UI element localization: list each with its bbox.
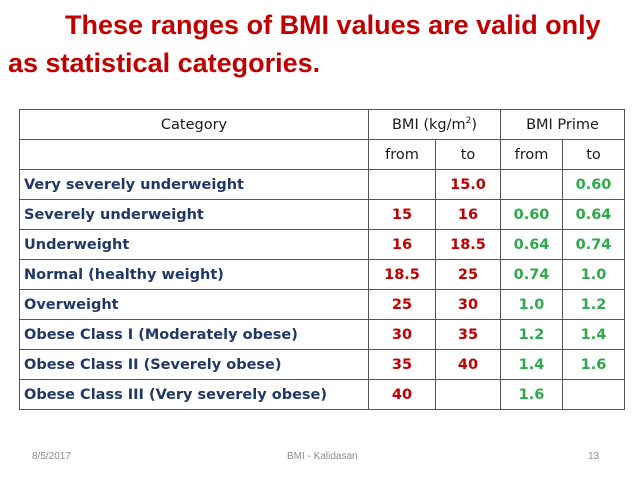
prime-to-cell: 1.0	[562, 259, 625, 290]
slide-title-line-2: as statistical categories.	[8, 48, 321, 78]
prime-to-cell: 1.4	[562, 319, 625, 350]
bmi-from-cell: 35	[368, 349, 436, 380]
bmi-from-cell: 25	[368, 289, 436, 320]
category-cell: Obese Class III (Very severely obese)	[19, 379, 369, 410]
bmi-header-suffix: )	[471, 116, 478, 133]
bmi-from-cell	[368, 169, 436, 200]
header-row: Category BMI (kg/m2) BMI Prime	[19, 109, 625, 140]
table-row: Obese Class III (Very severely obese) 40 1…	[19, 379, 625, 410]
bmi-to-header: to	[435, 139, 501, 170]
footer-center-text: BMI - Kalidasan	[287, 451, 358, 462]
prime-to-cell: 0.74	[562, 229, 625, 260]
table-row: Obese Class I (Moderately obese) 30 35 1.2 1…	[19, 319, 625, 350]
category-cell: Normal (healthy weight)	[19, 259, 369, 290]
bmi-to-cell	[435, 379, 501, 410]
bmi-header-superscript: 2	[465, 115, 472, 126]
slide-title-line-1: These ranges of BMI values are valid onl…	[65, 10, 601, 40]
category-cell: Overweight	[19, 289, 369, 320]
category-cell: Severely underweight	[19, 199, 369, 230]
bmi-from-cell: 16	[368, 229, 436, 260]
prime-to-cell: 0.60	[562, 169, 625, 200]
bmi-from-cell: 15	[368, 199, 436, 230]
bmi-header-prefix: BMI (kg/m	[391, 116, 466, 133]
category-cell: Underweight	[19, 229, 369, 260]
footer-date: 8/5/2017	[32, 451, 71, 462]
bmi-to-cell: 18.5	[435, 229, 501, 260]
prime-to-header: to	[562, 139, 625, 170]
table-row: Normal (healthy weight) 18.5 25 0.74 1.0	[19, 259, 625, 290]
bmi-to-cell: 35	[435, 319, 501, 350]
subheader-row: from to from to	[19, 139, 625, 170]
bmi-to-cell: 40	[435, 349, 501, 380]
table-row: Severely underweight 15 16 0.60 0.64	[19, 199, 625, 230]
category-cell: Very severely underweight	[19, 169, 369, 200]
prime-to-cell	[562, 379, 625, 410]
bmi-prime-header: BMI Prime	[500, 109, 625, 140]
bmi-to-cell: 30	[435, 289, 501, 320]
table-row: Overweight 25 30 1.0 1.2	[19, 289, 625, 320]
table-row: Obese Class II (Severely obese) 35 40 1.4 1.…	[19, 349, 625, 380]
table-row: Very severely underweight 15.0 0.60	[19, 169, 625, 200]
bmi-from-cell: 18.5	[368, 259, 436, 290]
category-cell: Obese Class I (Moderately obese)	[19, 319, 369, 350]
prime-from-cell	[500, 169, 563, 200]
bmi-header: BMI (kg/m2)	[368, 109, 501, 140]
bmi-from-header: from	[368, 139, 436, 170]
bmi-to-cell: 15.0	[435, 169, 501, 200]
prime-from-cell: 1.6	[500, 379, 563, 410]
prime-from-cell: 1.0	[500, 289, 563, 320]
category-header: Category	[19, 109, 369, 140]
bmi-from-cell: 30	[368, 319, 436, 350]
prime-from-header: from	[500, 139, 563, 170]
prime-from-cell: 1.2	[500, 319, 563, 350]
prime-from-cell: 0.74	[500, 259, 563, 290]
bmi-table: Category BMI (kg/m2) BMI Prime from to f…	[19, 109, 625, 410]
slide-title: These ranges of BMI values are valid onl…	[8, 6, 628, 82]
prime-to-cell: 0.64	[562, 199, 625, 230]
table-row: Underweight 16 18.5 0.64 0.74	[19, 229, 625, 260]
prime-to-cell: 1.2	[562, 289, 625, 320]
prime-from-cell: 0.64	[500, 229, 563, 260]
bmi-to-cell: 25	[435, 259, 501, 290]
category-cell: Obese Class II (Severely obese)	[19, 349, 369, 380]
footer-page-number: 13	[588, 451, 600, 462]
subheader-empty-cell	[19, 139, 369, 170]
prime-to-cell: 1.6	[562, 349, 625, 380]
prime-from-cell: 1.4	[500, 349, 563, 380]
bmi-from-cell: 40	[368, 379, 436, 410]
bmi-to-cell: 16	[435, 199, 501, 230]
prime-from-cell: 0.60	[500, 199, 563, 230]
